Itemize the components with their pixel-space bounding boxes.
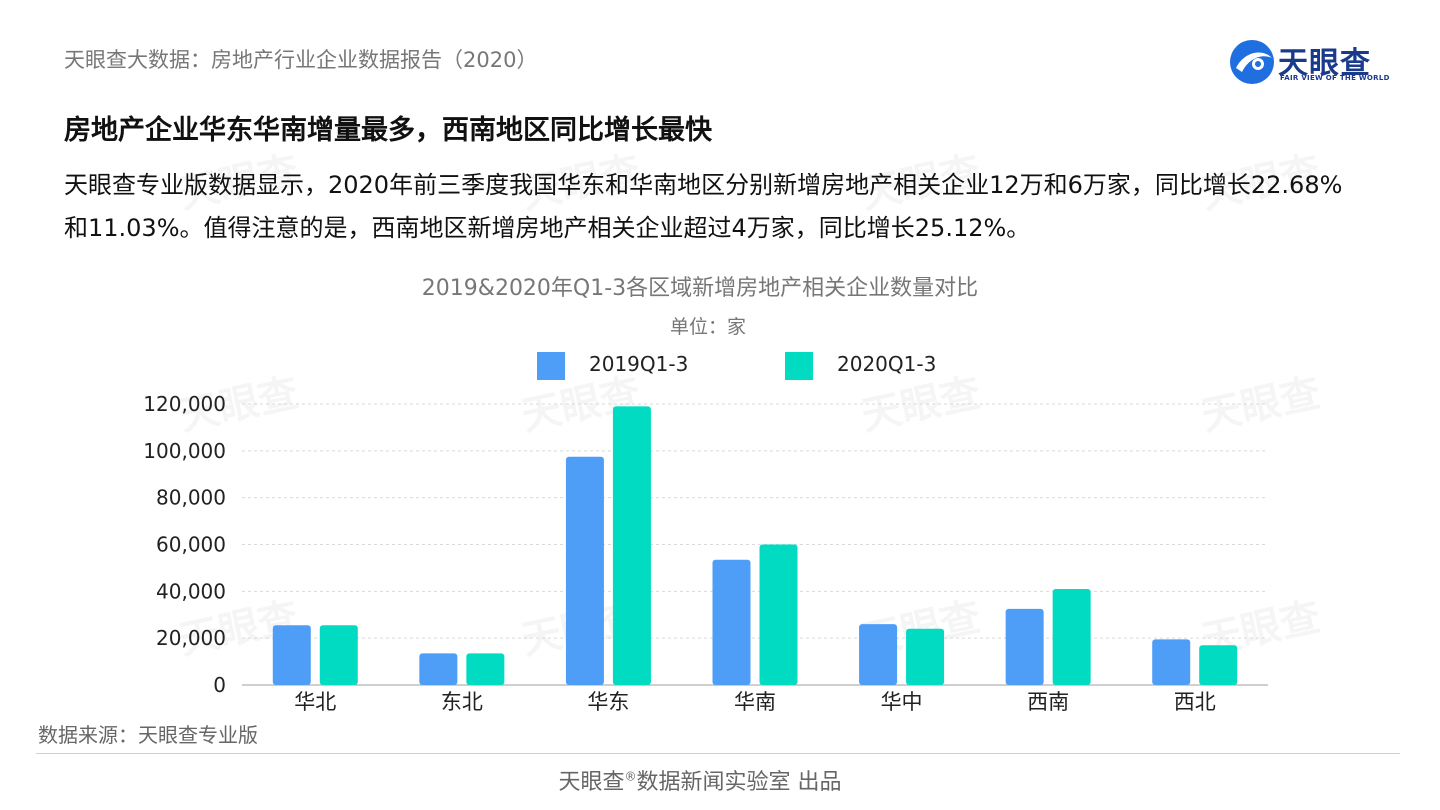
logo-tagline: FAIR VIEW OF THE WORLD bbox=[1280, 74, 1390, 82]
bar-2020 bbox=[466, 653, 505, 685]
report-title: 天眼查大数据：房地产行业企业数据报告（2020） bbox=[64, 48, 538, 72]
chart-unit: 单位：家 bbox=[669, 316, 746, 338]
y-tick-label: 120,000 bbox=[143, 392, 226, 416]
bar-2020 bbox=[319, 625, 358, 685]
body-text: 天眼查专业版数据显示，2020年前三季度我国华东和华南地区分别新增房地产相关企业… bbox=[64, 171, 1343, 242]
y-tick-label: 20,000 bbox=[156, 626, 226, 650]
x-tick-label: 华北 bbox=[294, 690, 336, 714]
legend-swatch-2019 bbox=[537, 352, 565, 380]
logo-name: 天眼查 bbox=[1278, 46, 1371, 81]
bar-2019 bbox=[1005, 608, 1044, 685]
x-tick-label: 华东 bbox=[587, 690, 629, 714]
bar-2020 bbox=[1052, 588, 1091, 685]
brand-logo: 天眼查 FAIR VIEW OF THE WORLD bbox=[1228, 36, 1398, 88]
footer-suffix: 数据新闻实验室 出品 bbox=[636, 770, 842, 795]
bar-2019 bbox=[565, 456, 604, 685]
x-tick-label: 华南 bbox=[734, 690, 776, 714]
x-tick-label: 西南 bbox=[1027, 690, 1069, 714]
bar-2020 bbox=[1199, 645, 1238, 685]
x-tick-label: 西北 bbox=[1174, 690, 1216, 714]
registered-mark: ® bbox=[624, 769, 637, 784]
bar-2020 bbox=[906, 628, 945, 685]
legend-label-2019: 2019Q1-3 bbox=[589, 352, 689, 376]
y-tick-label: 100,000 bbox=[143, 439, 226, 463]
bar-2019 bbox=[1152, 639, 1191, 685]
bar-2020 bbox=[612, 406, 651, 685]
chart-title: 2019&2020年Q1-3各区域新增房地产相关企业数量对比 bbox=[421, 276, 979, 301]
y-tick-label: 60,000 bbox=[156, 533, 226, 557]
bar-2019 bbox=[419, 653, 458, 685]
legend-label-2020: 2020Q1-3 bbox=[837, 352, 937, 376]
footer-credit: 天眼查®数据新闻实验室 出品 bbox=[0, 764, 1400, 796]
headline: 房地产企业华东华南增量最多，西南地区同比增长最快 bbox=[64, 115, 712, 146]
data-source: 数据来源：天眼查专业版 bbox=[38, 723, 258, 747]
footer-brand: 天眼查 bbox=[558, 770, 625, 795]
bar-2019 bbox=[272, 625, 311, 685]
bar-2020 bbox=[759, 544, 798, 685]
y-tick-label: 80,000 bbox=[156, 486, 226, 510]
y-tick-label: 40,000 bbox=[156, 579, 226, 603]
eye-logo-icon bbox=[1230, 40, 1274, 84]
footer-divider bbox=[36, 753, 1400, 754]
legend-swatch-2020 bbox=[785, 352, 813, 380]
x-tick-label: 华中 bbox=[881, 690, 923, 714]
y-tick-label: 0 bbox=[213, 673, 226, 697]
bar-2019 bbox=[859, 624, 898, 685]
x-tick-label: 东北 bbox=[441, 690, 483, 714]
bar-2019 bbox=[712, 559, 751, 685]
